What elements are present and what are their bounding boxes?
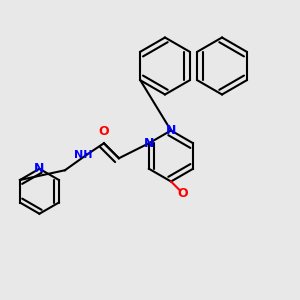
Text: N: N xyxy=(166,124,176,137)
Text: O: O xyxy=(178,187,188,200)
Text: O: O xyxy=(99,125,109,138)
Text: N: N xyxy=(34,162,45,175)
Text: NH: NH xyxy=(74,150,92,160)
Text: N: N xyxy=(144,137,154,150)
